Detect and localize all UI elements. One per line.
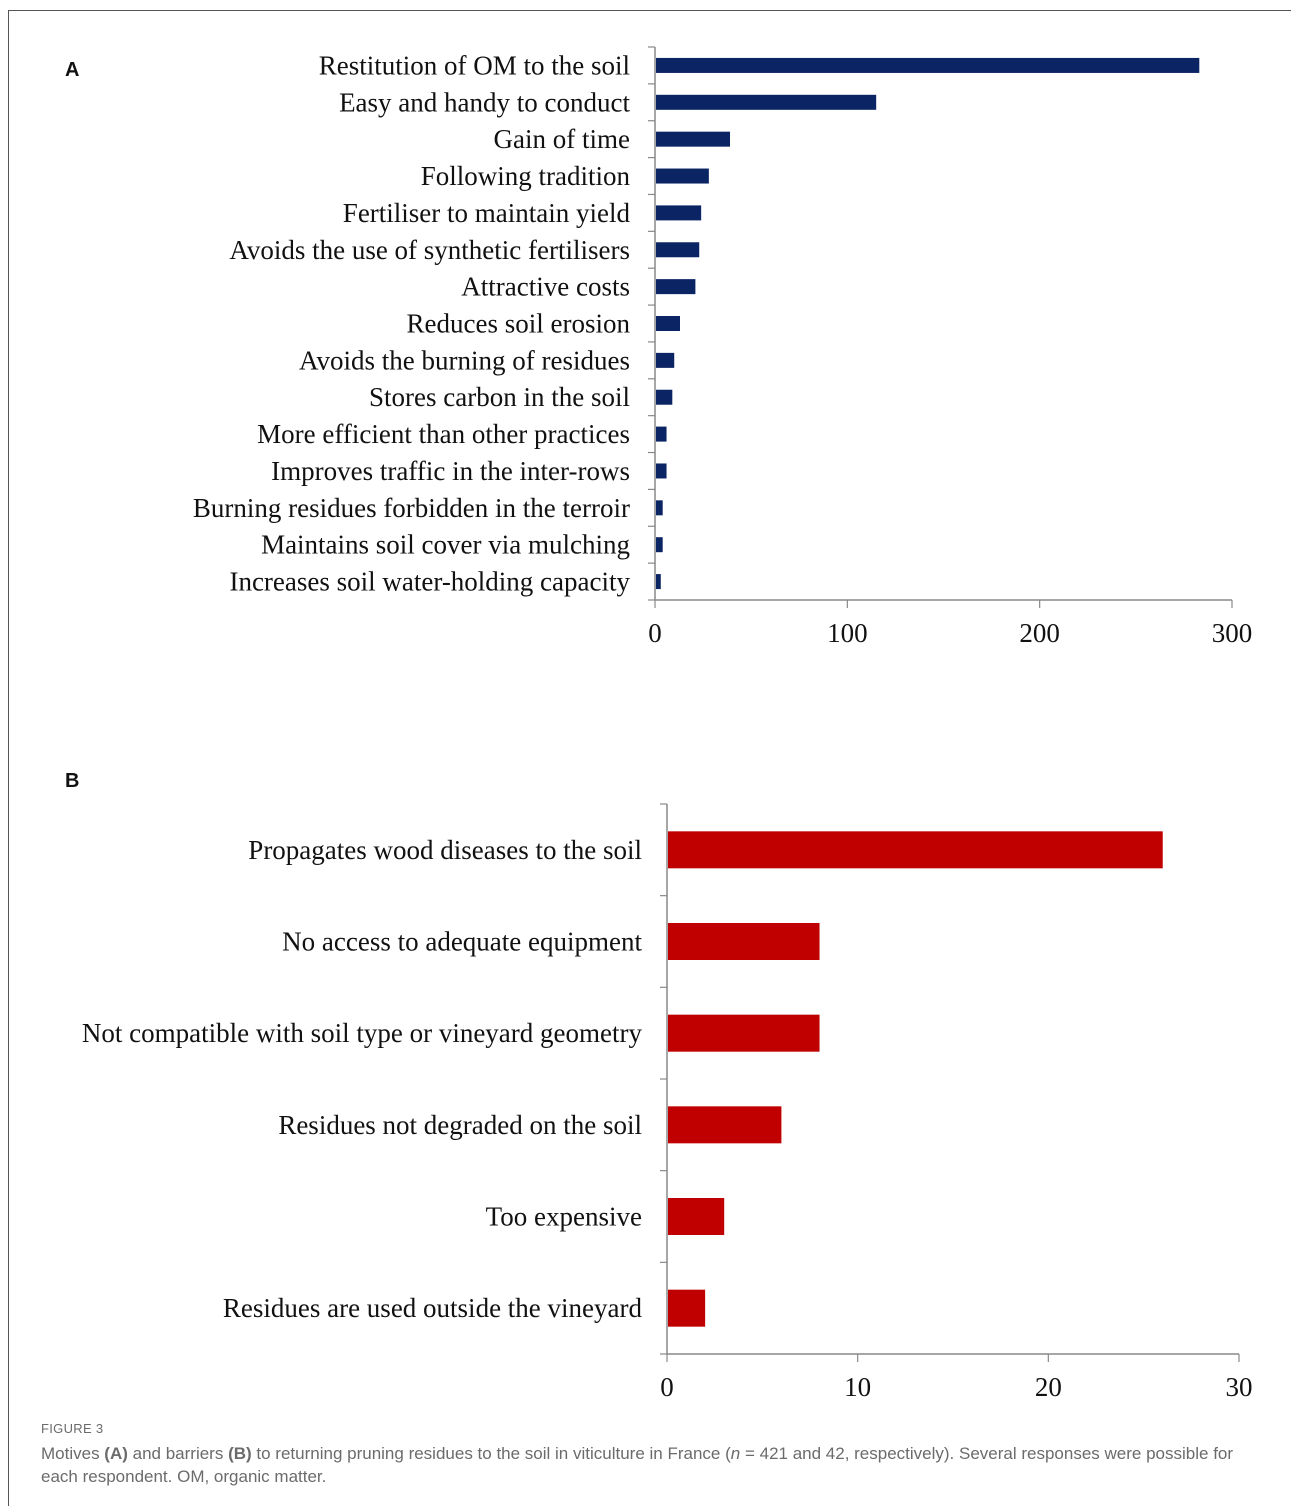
chart-a-category-label: Restitution of OM to the soil xyxy=(319,50,630,80)
chart-b-bar xyxy=(668,1014,820,1052)
chart-b-category-label: Not compatible with soil type or vineyar… xyxy=(82,1018,643,1048)
chart-b-bar xyxy=(668,1106,782,1144)
chart-a-category-label: Avoids the burning of residues xyxy=(299,345,630,375)
caption-part: to returning pruning residues to the soi… xyxy=(251,1444,731,1463)
chart-a-bar xyxy=(656,57,1200,73)
chart-a-bar xyxy=(656,94,877,110)
chart-b-category-labels: Propagates wood diseases to the soil No a… xyxy=(82,835,643,1323)
chart-a-bar xyxy=(656,500,663,516)
chart-b-bar xyxy=(668,1289,706,1327)
chart-b-bar xyxy=(668,1198,725,1235)
chart-a-category-label: Stores carbon in the soil xyxy=(369,382,630,412)
chart-a-x-tick-label: 300 xyxy=(1212,618,1253,648)
caption-part: = 421 and 42, respectively). Several res… xyxy=(41,1444,1234,1486)
caption-n-symbol: n xyxy=(730,1444,741,1463)
chart-a-category-label: Fertiliser to maintain yield xyxy=(343,198,631,228)
chart-a-x-tick-label: 100 xyxy=(827,618,868,648)
chart-b-x-tick-label: 20 xyxy=(1035,1372,1062,1402)
chart-a-bar xyxy=(656,426,667,442)
chart-a-bar xyxy=(656,131,731,147)
chart-a-category-label: Avoids the use of synthetic fertilisers xyxy=(229,235,630,265)
chart-a-x-tick-label: 0 xyxy=(648,618,662,648)
chart-a: A Restitution of OM to the soil Easy and … xyxy=(65,46,1252,648)
chart-a-bar xyxy=(656,316,681,331)
chart-a-tick-labels: 0 100 200 300 xyxy=(648,618,1252,648)
chart-a-category-label: Maintains soil cover via mulching xyxy=(261,530,630,560)
chart-a-bar xyxy=(656,574,661,590)
chart-a-x-tick-label: 200 xyxy=(1019,618,1060,648)
chart-b: B Propagates wood diseases to the soil No… xyxy=(65,770,1253,1402)
chart-b-category-label: Residues are used outside the vineyard xyxy=(223,1293,643,1323)
panel-label-b: B xyxy=(65,770,79,792)
chart-a-category-label: More efficient than other practices xyxy=(257,419,630,449)
chart-a-category-label: Attractive costs xyxy=(461,272,630,302)
caption-part: Motives xyxy=(41,1444,105,1463)
chart-a-bar xyxy=(656,389,673,405)
chart-b-bars xyxy=(668,831,1163,1327)
chart-b-x-tick-label: 10 xyxy=(844,1372,871,1402)
chart-b-x-tick-label: 0 xyxy=(660,1372,674,1402)
chart-a-bars xyxy=(656,57,1200,590)
figure-frame xyxy=(8,10,1291,1506)
chart-b-category-label: No access to adequate equipment xyxy=(282,927,642,957)
chart-a-category-label: Reduces soil erosion xyxy=(407,309,631,339)
chart-a-category-labels: Restitution of OM to the soil Easy and ha… xyxy=(193,50,631,596)
chart-a-axes xyxy=(648,46,1233,608)
chart-b-category-label: Propagates wood diseases to the soil xyxy=(248,835,642,865)
chart-b-axes xyxy=(660,803,1240,1362)
figure-number: FIGURE 3 xyxy=(41,1421,104,1436)
caption-text: Motives (A) and barriers (B) to returnin… xyxy=(41,1442,1271,1488)
chart-a-category-label: Burning residues forbidden in the terroi… xyxy=(193,493,630,523)
chart-a-bar xyxy=(656,242,700,258)
chart-a-bar xyxy=(656,352,675,368)
chart-a-bar xyxy=(656,168,709,184)
caption-panel-b: (B) xyxy=(228,1444,252,1463)
chart-b-tick-labels: 0 10 20 30 xyxy=(660,1372,1252,1402)
chart-a-bar xyxy=(656,205,702,221)
chart-b-category-label: Residues not degraded on the soil xyxy=(278,1110,642,1140)
chart-a-category-label: Increases soil water-holding capacity xyxy=(229,567,630,597)
chart-a-bar xyxy=(656,463,667,479)
chart-a-category-label: Following tradition xyxy=(421,161,631,191)
panel-label-a: A xyxy=(65,59,79,81)
chart-b-category-label: Too expensive xyxy=(486,1202,642,1232)
chart-a-category-label: Gain of time xyxy=(494,124,630,154)
chart-a-category-label: Easy and handy to conduct xyxy=(339,87,630,117)
chart-a-bar xyxy=(656,279,696,295)
chart-b-x-tick-label: 30 xyxy=(1226,1372,1253,1402)
chart-a-category-label: Improves traffic in the inter-rows xyxy=(271,456,630,486)
chart-b-bar xyxy=(668,831,1163,869)
caption-panel-a: (A) xyxy=(104,1444,128,1463)
chart-b-bar xyxy=(668,923,820,960)
figure-caption: FIGURE 3 Motives (A) and barriers (B) to… xyxy=(41,1421,1271,1488)
chart-a-bar xyxy=(656,537,663,553)
caption-part: and barriers xyxy=(127,1444,229,1463)
